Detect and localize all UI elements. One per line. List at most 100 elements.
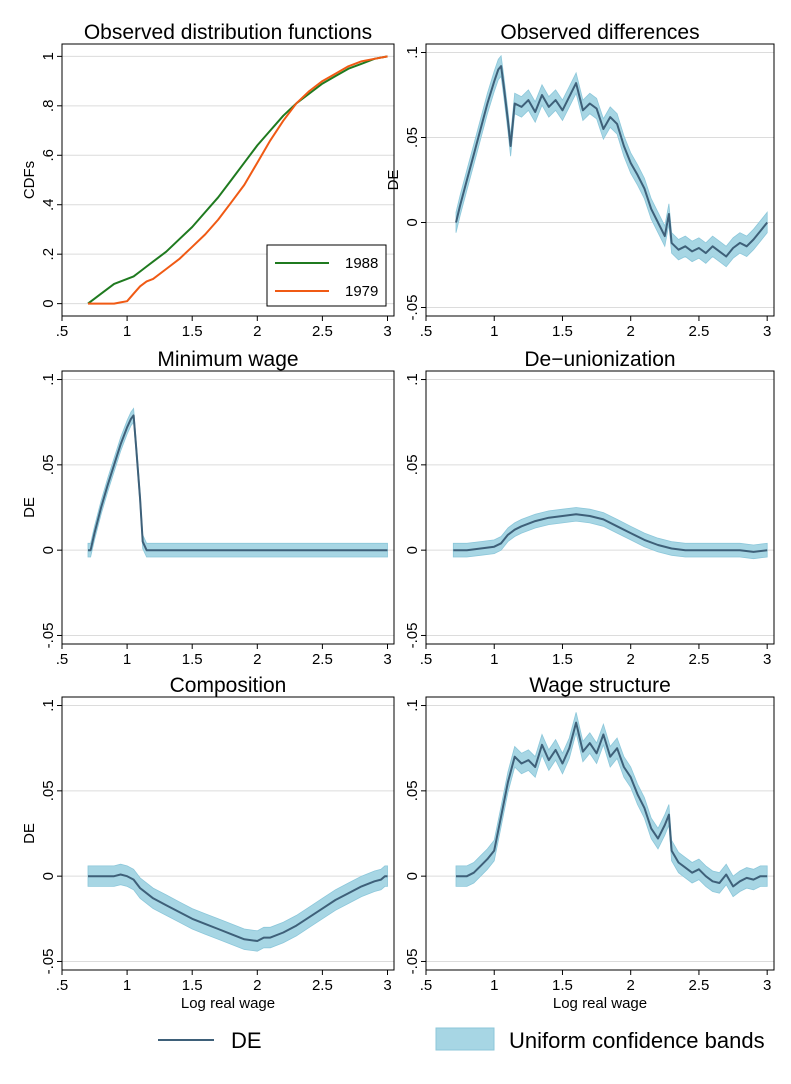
y-axis-title: CDFs (21, 161, 38, 199)
x-tick-label: 1 (490, 323, 498, 340)
plot-frame (61, 43, 395, 317)
y-tick-label: -.05 (40, 949, 57, 975)
panel-title: Wage structure (529, 674, 671, 697)
series-line-DE (88, 873, 388, 942)
x-tick-label: 1.5 (552, 323, 573, 340)
y-tick-label: .6 (40, 149, 57, 162)
confidence-band (87, 407, 388, 558)
x-tick-label: 2.5 (689, 323, 710, 340)
y-tick-label: .2 (40, 248, 57, 261)
confidence-band (455, 712, 768, 898)
panel-observed-distribution-functions: Observed distribution functions 0 .2 .4 .6 .8… (21, 21, 395, 340)
y-tick-label: 0 (40, 546, 57, 554)
panel-title: Observed differences (500, 21, 699, 44)
plot-frame (61, 696, 395, 971)
series-line-DE (453, 513, 768, 553)
x-tick-label: .5 (56, 977, 69, 994)
y-tick-label: .8 (40, 100, 57, 113)
x-tick-label: 1.5 (182, 977, 203, 994)
y-tick-label: .1 (404, 699, 421, 712)
x-tick-label: .5 (420, 977, 433, 994)
legend-band-label: Uniform confidence bands (509, 1028, 765, 1053)
cdf-legend-label-1979: 1979 (345, 283, 378, 300)
plot-frame (425, 696, 775, 971)
legend-de-label: DE (231, 1028, 262, 1053)
y-axis-title: DE (385, 170, 402, 191)
x-tick-label: .5 (56, 323, 69, 340)
y-tick-label: -.05 (40, 623, 57, 649)
x-tick-label: 2 (253, 323, 261, 340)
x-tick-label: 3 (383, 977, 391, 994)
x-tick-label: .5 (56, 651, 69, 668)
panel-wage-structure: Wage structure -.05 0 .05 .1 .5 1 1.5 2 2.5 3 Log r… (404, 674, 775, 1012)
plot-frame (425, 43, 775, 317)
x-tick-label: 2.5 (312, 977, 333, 994)
y-tick-label: .05 (40, 780, 57, 801)
y-tick-label: .1 (40, 699, 57, 712)
x-tick-label: 2.5 (312, 651, 333, 668)
y-tick-label: 1 (40, 52, 57, 60)
y-tick-label: -.05 (404, 623, 421, 649)
legend-band-swatch (435, 1027, 495, 1051)
y-tick-label: 0 (404, 218, 421, 226)
x-tick-label: 2 (253, 651, 261, 668)
series-line-DE (455, 65, 768, 258)
x-tick-label: 1 (123, 651, 131, 668)
y-tick-label: .4 (40, 198, 57, 211)
x-tick-label: 2.5 (312, 323, 333, 340)
x-tick-label: 3 (763, 651, 771, 668)
x-axis-title: Log real wage (181, 995, 275, 1012)
x-tick-label: 2.5 (689, 651, 710, 668)
x-tick-label: 3 (763, 977, 771, 994)
x-tick-label: 1.5 (182, 323, 203, 340)
y-tick-label: .1 (404, 46, 421, 59)
y-tick-label: .05 (40, 454, 57, 475)
x-tick-label: 1 (123, 323, 131, 340)
x-tick-label: 1 (490, 651, 498, 668)
cdf-legend: 1988 1979 (266, 244, 387, 307)
confidence-band (452, 507, 768, 560)
x-tick-label: 2 (627, 977, 635, 994)
series-line-1988 (87, 55, 388, 305)
x-tick-label: 1 (123, 977, 131, 994)
x-axis-title: Log real wage (553, 995, 647, 1012)
y-tick-label: 0 (40, 872, 57, 880)
cdf-legend-label-1988: 1988 (345, 255, 378, 272)
x-tick-label: 1.5 (552, 977, 573, 994)
y-tick-label: -.05 (404, 295, 421, 321)
y-tick-label: 0 (40, 299, 57, 307)
panel-title: De−unionization (524, 348, 675, 371)
series-line-1979 (88, 55, 388, 305)
y-tick-label: .05 (404, 780, 421, 801)
confidence-band (455, 54, 768, 268)
y-tick-label: -.05 (404, 949, 421, 975)
x-tick-label: 2.5 (689, 977, 710, 994)
panel-title: Minimum wage (157, 348, 298, 371)
y-tick-label: 0 (404, 546, 421, 554)
x-tick-label: .5 (420, 651, 433, 668)
x-tick-label: 3 (763, 323, 771, 340)
panel-title: Composition (170, 674, 287, 697)
panel-observed-differences: Observed differences -.05 0 .05 .1 .5 1 1.5 2 2.5… (385, 21, 775, 340)
x-tick-label: 2 (627, 323, 635, 340)
x-tick-label: 1 (490, 977, 498, 994)
plot-frame (425, 370, 775, 645)
y-tick-label: .05 (404, 454, 421, 475)
y-tick-label: .05 (404, 127, 421, 148)
series-line-DE (88, 414, 388, 552)
x-tick-label: 3 (383, 651, 391, 668)
x-tick-label: 2 (627, 651, 635, 668)
y-axis-title: DE (21, 497, 38, 518)
y-axis-title: DE (21, 823, 38, 844)
bottom-legend: DE Uniform confidence bands (158, 1027, 765, 1053)
y-tick-label: .1 (404, 373, 421, 386)
x-tick-label: .5 (420, 323, 433, 340)
x-tick-label: 1.5 (552, 651, 573, 668)
y-tick-label: .1 (40, 373, 57, 386)
x-tick-label: 1.5 (182, 651, 203, 668)
series-line-DE (456, 721, 768, 888)
plot-frame (61, 370, 395, 645)
y-tick-label: 0 (404, 872, 421, 880)
cdf-legend-box (266, 244, 387, 307)
